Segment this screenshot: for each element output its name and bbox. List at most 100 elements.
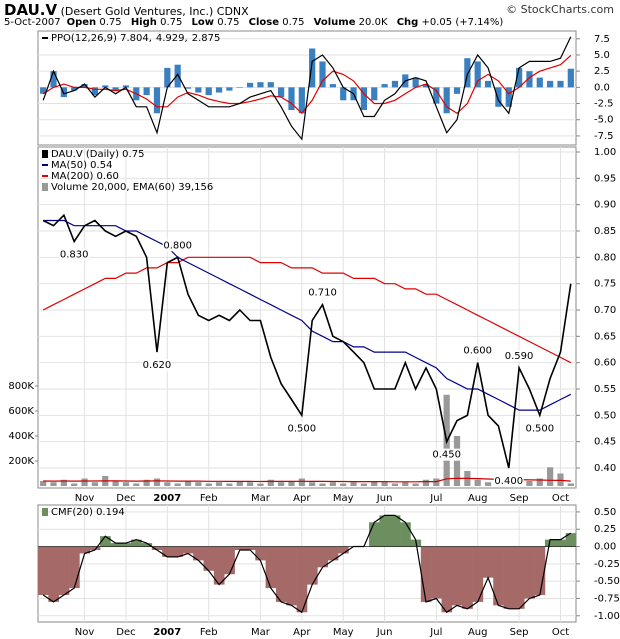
area-segment (193, 546, 204, 561)
value-label-bg (162, 239, 193, 252)
x-tick-label: Sep (510, 627, 529, 638)
x-tick-label: Mar (251, 493, 271, 504)
area-segment (524, 546, 535, 599)
y-tick-label: 0.00 (594, 542, 616, 553)
y-tick-label: -0.75 (594, 593, 620, 604)
bar (278, 482, 285, 486)
y2-tick-label: 600K (8, 406, 34, 417)
area-segment (286, 546, 297, 606)
area-segment (400, 522, 411, 547)
plot-area (37, 30, 577, 146)
area-segment (513, 546, 525, 609)
bar (484, 482, 492, 486)
area-segment (451, 546, 463, 606)
bar (536, 77, 543, 88)
y-tick-label: -0.25 (594, 559, 620, 570)
x-tick-label: Aug (468, 493, 488, 504)
bar (515, 67, 523, 88)
y-tick-label: -1.00 (594, 611, 620, 622)
area-segment (327, 546, 339, 561)
bar (433, 87, 440, 104)
legend-label: CMF(20) 0.194 (51, 507, 125, 518)
bar (360, 483, 368, 486)
bar (112, 481, 119, 486)
legend-swatch (42, 508, 48, 516)
area-segment (420, 546, 432, 602)
bar (71, 87, 78, 91)
value-label-bg (493, 474, 524, 487)
x-tick-label: Feb (200, 627, 218, 638)
bar (81, 84, 88, 88)
quote-label: Open (66, 17, 97, 28)
bar (484, 80, 492, 88)
bar (505, 87, 512, 107)
bar (391, 80, 399, 88)
bar (153, 478, 161, 486)
bar (60, 87, 67, 98)
bar (433, 478, 440, 486)
x-tick-label: Oct (552, 493, 569, 504)
area-segment (224, 546, 235, 575)
bar (195, 87, 202, 93)
bar (60, 479, 67, 486)
legend-label: DAU.V (Daily) 0.75 (51, 149, 144, 160)
bar (329, 482, 336, 486)
quote-value: 0.75 (282, 17, 305, 28)
value-label: 0.590 (505, 351, 534, 362)
x-tick-label: Mar (251, 627, 271, 638)
quote-label: Close (248, 17, 280, 28)
bar (422, 479, 430, 486)
y2-tick-label: 200K (8, 456, 34, 467)
x-tick-label: Apr (293, 493, 311, 504)
bar (81, 478, 88, 486)
bar (184, 87, 192, 89)
bar (246, 82, 254, 88)
legend-label: Volume 20,000, EMA(60) 39,156 (51, 182, 213, 193)
area-segment (296, 546, 308, 613)
quote-value: +0.05 (+7.14%) (421, 17, 504, 28)
bar (381, 482, 388, 486)
bar (464, 58, 471, 88)
bar (205, 483, 212, 486)
y-tick-label: 0.40 (594, 463, 616, 474)
x-tick-label: May (333, 493, 354, 504)
area-segment (389, 515, 401, 547)
y-tick-label: 5.0 (594, 50, 610, 61)
bar (329, 84, 336, 88)
bar (402, 482, 409, 486)
area-segment (38, 546, 49, 595)
header: DAU.V (Desert Gold Ventures, Inc.) CDNX (4, 1, 249, 19)
bar (412, 77, 419, 88)
x-tick-label: Dec (116, 493, 135, 504)
value-label: 0.800 (163, 240, 192, 251)
area-segment (265, 546, 277, 589)
series-line (42, 213, 572, 469)
exchange: CDNX (216, 5, 249, 18)
bar (174, 64, 181, 88)
area-segment (69, 546, 80, 589)
bar (91, 87, 99, 96)
bar (102, 85, 109, 88)
bar (371, 481, 378, 486)
x-tick-label: Nov (75, 627, 95, 638)
bar (340, 483, 347, 486)
bar (547, 80, 554, 88)
legend-label: MA(200) 0.60 (51, 171, 119, 182)
bar (257, 483, 264, 486)
bar (391, 483, 399, 486)
y-tick-label: -7.5 (594, 131, 614, 142)
bar (50, 482, 57, 486)
bar (133, 483, 140, 486)
bar (298, 478, 305, 486)
x-tick-label: Dec (116, 627, 135, 638)
y-tick-label: 0.50 (594, 410, 616, 421)
value-label-bg (431, 448, 462, 461)
y-tick-label: 2.5 (594, 66, 610, 77)
bar (164, 482, 171, 486)
series-line (42, 36, 572, 141)
area-segment (244, 546, 256, 550)
legend-swatch (42, 150, 48, 158)
bar (278, 87, 285, 98)
